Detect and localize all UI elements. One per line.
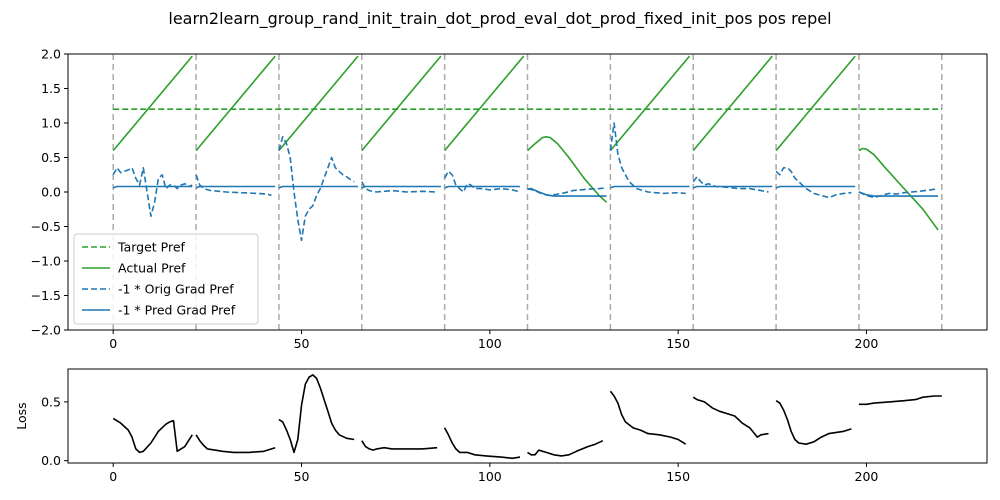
series-line-loss-seg-2 xyxy=(278,374,355,454)
series-line-1-pred-grad-pref-seg-8 xyxy=(775,185,856,189)
y-tick-label: −1.5 xyxy=(31,288,61,303)
series-line-loss-seg-5 xyxy=(527,439,604,457)
series-line-1-orig-grad-pref-seg-8 xyxy=(775,167,852,199)
y-tick-label: 0.5 xyxy=(41,394,61,409)
x-tick-label: 100 xyxy=(478,469,502,484)
y-tick-label: 2.0 xyxy=(41,47,61,62)
series-line-actual-pref-seg-5 xyxy=(526,136,608,203)
loss-axes-frame xyxy=(67,368,988,464)
legend-label-1-pred-grad-pref: -1 * Pred Grad Pref xyxy=(118,303,236,318)
series-line-1-pred-grad-pref-seg-2 xyxy=(278,185,358,189)
y-tick-label: 0.0 xyxy=(41,185,61,200)
x-tick-label: 150 xyxy=(666,469,690,484)
figure-title: learn2learn_group_rand_init_train_dot_pr… xyxy=(168,9,831,29)
x-tick-label: 50 xyxy=(294,469,310,484)
pref-panel: 0 50 100 150 200 −2.0 −1.5 −1.0 −0.5 0.0 0.5 1.0 1.… xyxy=(31,47,988,351)
series-line-1-orig-grad-pref-seg-9 xyxy=(858,187,939,199)
pref-legend: Target Pref Actual Pref -1 * Orig Grad Pre… xyxy=(73,233,259,325)
series-line-actual-pref-seg-8 xyxy=(775,55,856,152)
series-line-loss-seg-8 xyxy=(775,400,852,445)
series-line-loss-seg-0 xyxy=(112,417,193,454)
loss-series xyxy=(112,374,942,460)
y-tick-label: −2.0 xyxy=(31,323,61,338)
series-line-1-pred-grad-pref-seg-5 xyxy=(527,187,607,197)
series-line-actual-pref-seg-2 xyxy=(278,55,359,152)
series-line-1-pred-grad-pref-seg-7 xyxy=(692,185,773,189)
x-tick-label: 50 xyxy=(294,336,310,351)
legend-label-1-orig-grad-pref: -1 * Orig Grad Pref xyxy=(118,282,234,297)
series-line-1-pred-grad-pref-seg-1 xyxy=(195,185,276,189)
pref-y-ticks: −2.0 −1.5 −1.0 −0.5 0.0 0.5 1.0 1.5 2.0 xyxy=(31,47,68,338)
legend-label-actual-pref: Actual Pref xyxy=(118,261,186,276)
series-line-1-orig-grad-pref-seg-3 xyxy=(361,181,438,193)
loss-plot-area xyxy=(68,369,987,463)
x-tick-label: 200 xyxy=(855,336,879,351)
series-line-1-pred-grad-pref-seg-3 xyxy=(361,185,441,189)
series-line-loss-seg-4 xyxy=(443,427,521,460)
pref-x-ticks: 0 50 100 150 200 xyxy=(109,330,878,351)
series-line-actual-pref-seg-7 xyxy=(692,55,773,152)
y-tick-label: 0.5 xyxy=(41,150,61,165)
legend-box xyxy=(73,233,259,325)
series-line-actual-pref-seg-4 xyxy=(443,55,525,152)
x-tick-label: 0 xyxy=(109,469,117,484)
x-tick-label: 0 xyxy=(109,336,117,351)
series-line-1-orig-grad-pref-seg-6 xyxy=(609,122,686,195)
series-line-loss-seg-6 xyxy=(609,390,687,445)
series-line-actual-pref-seg-1 xyxy=(195,55,276,152)
series-line-actual-pref-seg-6 xyxy=(609,55,691,152)
series-line-1-orig-grad-pref-seg-2 xyxy=(278,136,355,242)
y-tick-label: −0.5 xyxy=(31,219,61,234)
series-line-actual-pref-seg-9 xyxy=(858,147,939,231)
y-tick-label: 1.0 xyxy=(41,116,61,131)
series-line-1-orig-grad-pref-seg-4 xyxy=(443,170,521,193)
y-tick-label: −1.0 xyxy=(31,254,61,269)
loss-y-ticks: 0.0 0.5 xyxy=(41,394,68,468)
legend-label-target-pref: Target Pref xyxy=(117,240,186,255)
series-line-loss-seg-7 xyxy=(692,396,769,438)
series-line-loss-seg-9 xyxy=(858,395,942,406)
x-tick-label: 200 xyxy=(855,469,879,484)
pref-series xyxy=(112,55,942,242)
loss-panel: 0 50 100 150 200 0.0 0.5 Loss xyxy=(14,368,988,484)
y-tick-label: 0.0 xyxy=(41,453,61,468)
series-line-1-pred-grad-pref-seg-9 xyxy=(858,191,938,197)
series-line-actual-pref-seg-3 xyxy=(361,55,442,152)
series-line-1-pred-grad-pref-seg-6 xyxy=(610,185,690,189)
series-line-1-pred-grad-pref-seg-4 xyxy=(444,185,520,189)
y-tick-label: 1.5 xyxy=(41,81,61,96)
series-line-loss-seg-1 xyxy=(195,434,276,454)
series-line-1-pred-grad-pref-seg-0 xyxy=(112,185,193,189)
x-tick-label: 100 xyxy=(478,336,502,351)
x-tick-label: 150 xyxy=(666,336,690,351)
series-line-1-orig-grad-pref-seg-0 xyxy=(112,167,193,217)
loss-x-ticks: 0 50 100 150 200 xyxy=(109,463,878,484)
series-line-loss-seg-3 xyxy=(361,440,438,451)
loss-y-axis-label: Loss xyxy=(14,402,29,429)
series-line-actual-pref-seg-0 xyxy=(112,55,193,152)
